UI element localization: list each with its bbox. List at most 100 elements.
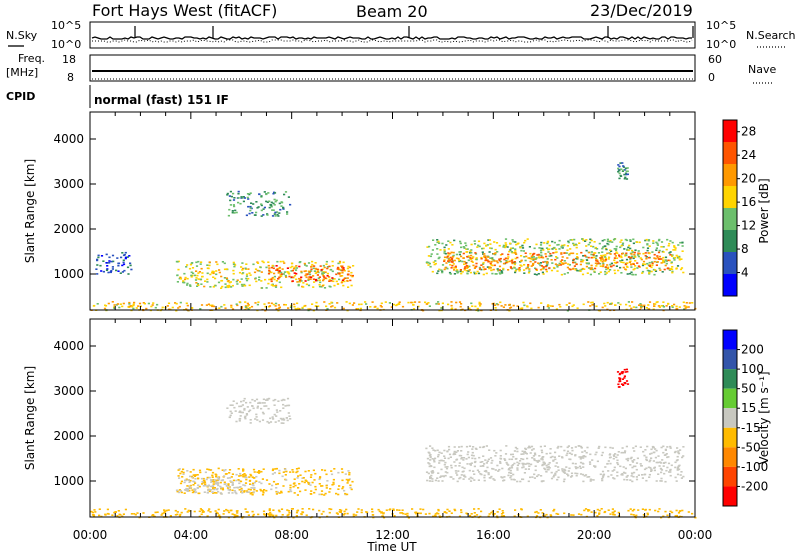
data-cell <box>530 307 533 310</box>
data-cell <box>545 262 548 264</box>
data-cell <box>174 509 177 512</box>
data-cell <box>308 273 312 276</box>
data-cell <box>460 450 463 452</box>
data-cell <box>265 193 268 196</box>
data-cell <box>382 516 386 519</box>
data-cell <box>445 512 448 514</box>
data-cell <box>200 267 203 270</box>
data-cell <box>687 306 690 308</box>
data-cell <box>651 251 654 253</box>
data-cell <box>560 273 563 276</box>
data-cell <box>364 301 367 303</box>
data-cell <box>570 252 573 255</box>
data-cell <box>600 254 603 257</box>
data-cell <box>601 239 604 242</box>
data-cell <box>597 447 600 449</box>
data-cell <box>533 473 536 476</box>
data-cell <box>652 308 655 311</box>
data-cell <box>625 445 628 448</box>
data-cell <box>621 162 624 164</box>
data-cell <box>244 508 247 510</box>
data-cell <box>277 304 280 306</box>
data-cell <box>186 485 189 487</box>
data-cell <box>314 272 317 274</box>
data-cell <box>503 246 507 249</box>
data-cell <box>212 270 215 273</box>
data-cell <box>502 512 505 514</box>
data-cell <box>629 260 632 263</box>
data-cell <box>580 445 583 448</box>
data-cell <box>615 251 618 253</box>
data-cell <box>111 266 114 268</box>
data-cell <box>197 272 200 274</box>
data-cell <box>474 252 477 254</box>
data-cell <box>304 489 307 491</box>
data-cell <box>462 457 466 459</box>
data-cell <box>666 466 669 469</box>
data-cell <box>262 468 265 470</box>
data-cell <box>460 454 463 457</box>
data-cell <box>267 282 270 285</box>
data-cell <box>622 266 625 269</box>
power-colorbar-tick-label: 4 <box>741 266 749 280</box>
data-cell <box>418 301 421 303</box>
data-cell <box>275 280 278 282</box>
data-cell <box>516 447 519 450</box>
data-cell <box>252 491 255 493</box>
data-cell <box>247 514 250 516</box>
data-cell <box>199 508 202 510</box>
data-cell <box>579 458 582 460</box>
data-cell <box>343 269 346 272</box>
data-cell <box>503 479 506 481</box>
data-cell <box>318 477 322 479</box>
data-cell <box>443 250 446 252</box>
data-cell <box>263 489 266 491</box>
station-title: Fort Hays West (fitACF) <box>92 1 277 20</box>
data-cell <box>452 478 455 480</box>
data-cell <box>524 468 527 470</box>
data-cell <box>628 272 631 275</box>
data-cell <box>529 476 532 479</box>
data-cell <box>669 445 672 448</box>
data-cell <box>238 301 241 303</box>
data-cell <box>263 402 266 404</box>
data-cell <box>617 269 620 272</box>
data-cell <box>529 452 532 454</box>
data-cell <box>248 272 251 274</box>
data-cell <box>328 491 331 493</box>
data-cell <box>616 475 619 477</box>
data-cell <box>446 267 449 270</box>
data-cell <box>613 248 616 250</box>
data-cell <box>613 261 616 264</box>
data-cell <box>485 469 488 472</box>
data-cell <box>298 281 301 283</box>
data-cell <box>272 418 275 420</box>
data-cell <box>296 494 299 496</box>
data-cell <box>304 270 307 272</box>
data-cell <box>245 401 248 404</box>
data-cell <box>227 483 230 485</box>
data-cell <box>454 453 457 455</box>
data-cell <box>223 262 226 265</box>
data-cell <box>276 268 279 270</box>
data-cell <box>624 263 627 266</box>
data-cell <box>612 477 615 479</box>
data-cell <box>249 483 252 485</box>
data-cell <box>317 271 320 274</box>
data-cell <box>643 304 646 307</box>
data-cell <box>676 265 680 267</box>
data-cell <box>558 239 561 242</box>
data-cell <box>489 257 492 259</box>
data-cell <box>215 273 218 276</box>
data-cell <box>678 464 681 467</box>
data-cell <box>211 471 215 474</box>
data-cell <box>648 476 651 478</box>
data-cell <box>287 272 290 274</box>
data-cell <box>604 260 607 262</box>
data-cell <box>310 265 313 268</box>
data-cell <box>616 371 620 373</box>
data-cell <box>278 469 281 472</box>
data-cell <box>183 278 187 281</box>
data-cell <box>645 307 648 309</box>
data-cell <box>545 247 549 249</box>
